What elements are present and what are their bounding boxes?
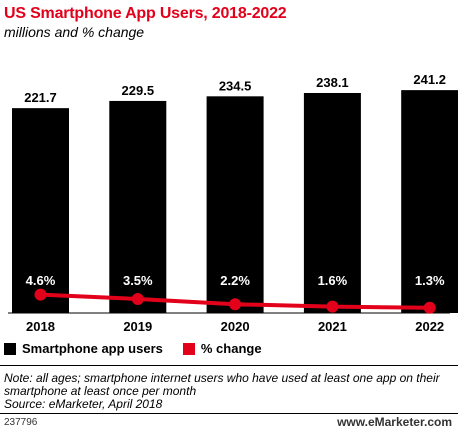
legend-label-percent-change: % change bbox=[200, 341, 262, 356]
percent-point-2020 bbox=[229, 298, 242, 311]
percent-point-2018 bbox=[34, 288, 47, 301]
legend-swatch-app-users bbox=[4, 342, 16, 355]
footer-divider bbox=[0, 413, 458, 414]
percent-point-2021 bbox=[326, 300, 339, 313]
bar-label-2022: 241.2 bbox=[413, 72, 446, 87]
bar-label-2021: 238.1 bbox=[316, 75, 349, 90]
bar-line-chart: 221.7 2018 229.5 2019 234.5 2020 238.1 2021 241.… bbox=[8, 72, 458, 334]
note-text: Note: all ages; smartphone internet user… bbox=[4, 371, 440, 398]
percent-point-2022 bbox=[423, 301, 436, 314]
percent-point-2019 bbox=[131, 293, 144, 305]
legend-label-app-users: Smartphone app users bbox=[22, 341, 163, 356]
percent-label-2021: 1.6% bbox=[318, 273, 348, 288]
bar-label-2018: 221.7 bbox=[24, 90, 57, 105]
chart-title: US Smartphone App Users, 2018-2022 bbox=[4, 5, 287, 22]
brand-link[interactable]: www.eMarketer.com bbox=[337, 415, 452, 429]
legend: Smartphone app users % change bbox=[4, 341, 282, 356]
x-tick-2021: 2021 bbox=[318, 319, 347, 334]
percent-label-2018: 4.6% bbox=[26, 273, 56, 288]
legend-item-app-users: Smartphone app users bbox=[4, 341, 163, 356]
bar-2018 bbox=[12, 108, 69, 313]
x-tick-2019: 2019 bbox=[123, 319, 152, 334]
bar-2021 bbox=[303, 92, 361, 313]
chart-subtitle: millions and % change bbox=[4, 24, 145, 40]
percent-label-2019: 3.5% bbox=[123, 273, 153, 288]
x-tick-2018: 2018 bbox=[26, 319, 55, 334]
legend-swatch-percent-change bbox=[182, 342, 195, 355]
source-text: Source: eMarketer, April 2018 bbox=[4, 397, 163, 411]
bar-label-2020: 234.5 bbox=[219, 78, 252, 93]
note-divider bbox=[0, 365, 458, 366]
x-tick-2020: 2020 bbox=[221, 319, 250, 334]
percent-label-2020: 2.2% bbox=[220, 273, 250, 288]
bar-2020 bbox=[206, 96, 264, 314]
bar-label-2019: 229.5 bbox=[122, 83, 155, 98]
x-tick-2022: 2022 bbox=[415, 319, 444, 334]
bar-2022 bbox=[401, 90, 458, 314]
chart-note: Note: all ages; smartphone internet user… bbox=[4, 372, 454, 411]
legend-item-percent-change: % change bbox=[182, 341, 262, 356]
chart-id: 237796 bbox=[4, 417, 38, 428]
percent-label-2022: 1.3% bbox=[415, 273, 445, 288]
bar-2019 bbox=[109, 100, 167, 313]
